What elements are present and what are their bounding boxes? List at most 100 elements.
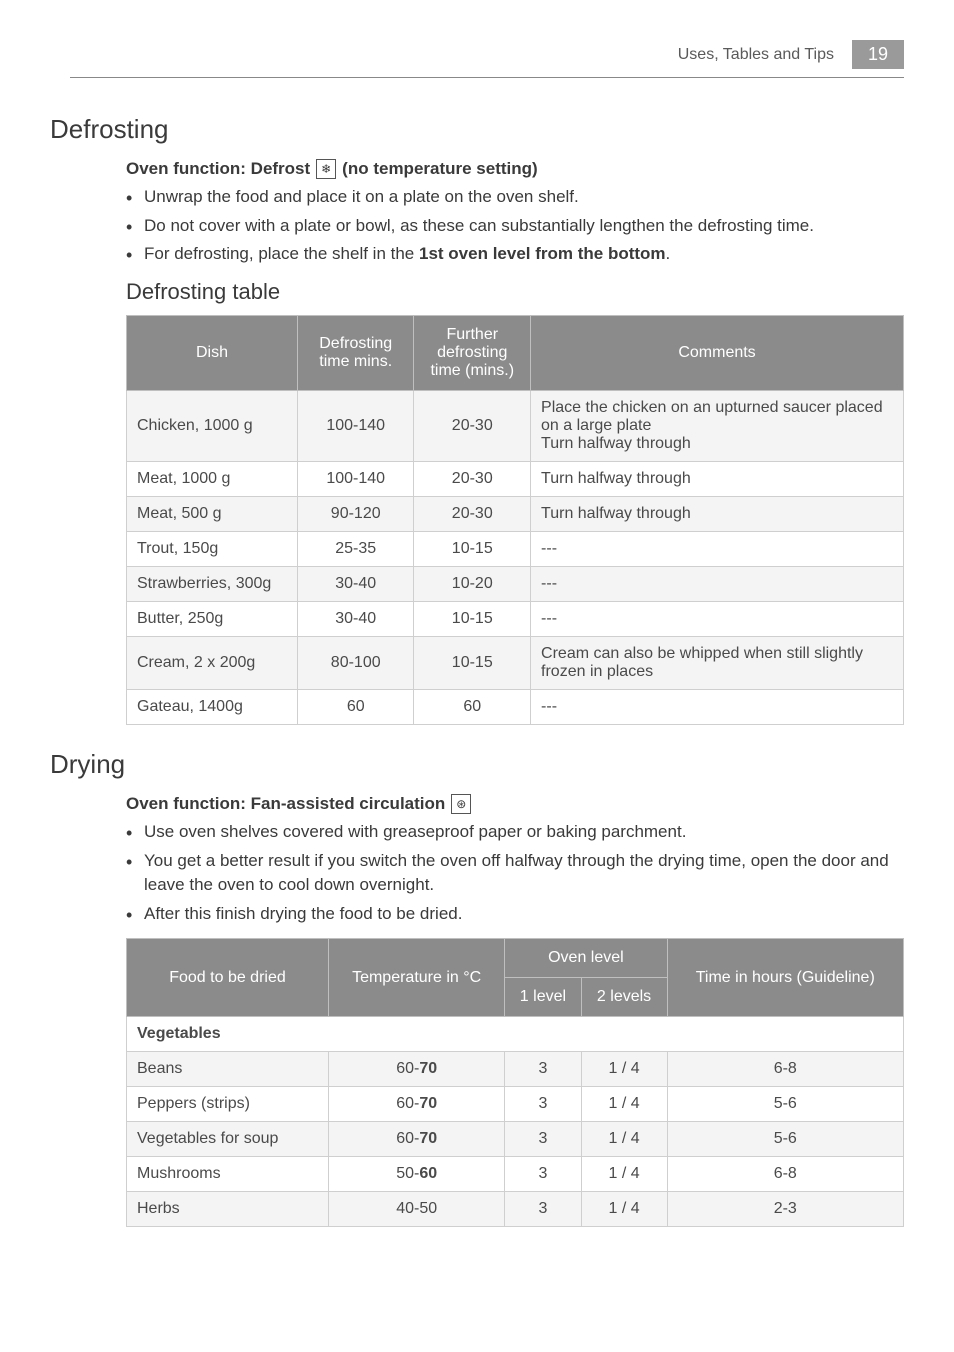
defrost-func-suffix: (no temperature setting) — [342, 159, 538, 179]
defrost-col-dish: Dish — [127, 315, 298, 390]
dry-col-temp: Temperature in °C — [329, 939, 505, 1017]
table-row: Cream, 2 x 200g80-10010-15Cream can also… — [127, 636, 904, 689]
cell-l1: 3 — [505, 1122, 581, 1157]
cell-food: Peppers (strips) — [127, 1087, 329, 1122]
cell-dish: Butter, 250g — [127, 601, 298, 636]
dry-col-2levels: 2 levels — [581, 978, 667, 1017]
defrost-bullet-list: Unwrap the food and place it on a plate … — [126, 185, 904, 267]
cell-temp: 40-50 — [329, 1192, 505, 1227]
defrost-function-line: Oven function: Defrost ❄ (no temperature… — [126, 159, 904, 179]
cell-further: 20-30 — [414, 390, 531, 461]
cell-l1: 3 — [505, 1087, 581, 1122]
cell-time: 100-140 — [297, 461, 414, 496]
cell-temp: 60-70 — [329, 1052, 505, 1087]
table-row: Meat, 1000 g100-14020-30Turn halfway thr… — [127, 461, 904, 496]
drying-function-line: Oven function: Fan-assisted circulation … — [126, 794, 904, 814]
cell-l1: 3 — [505, 1192, 581, 1227]
cell-temp: 50-60 — [329, 1157, 505, 1192]
dry-col-1level: 1 level — [505, 978, 581, 1017]
cell-l1: 3 — [505, 1052, 581, 1087]
dry-col-level: Oven level — [505, 939, 667, 978]
cell-food: Mushrooms — [127, 1157, 329, 1192]
cell-time: 30-40 — [297, 566, 414, 601]
defrost-col-comments: Comments — [531, 315, 904, 390]
defrost-table-title: Defrosting table — [126, 279, 904, 305]
cell-further: 20-30 — [414, 461, 531, 496]
cell-hours: 5-6 — [667, 1122, 903, 1157]
cell-time: 100-140 — [297, 390, 414, 461]
defrost-func-prefix: Oven function: Defrost — [126, 159, 310, 179]
cell-time: 80-100 — [297, 636, 414, 689]
cell-l2: 1 / 4 — [581, 1052, 667, 1087]
cell-l1: 3 — [505, 1157, 581, 1192]
cell-dish: Cream, 2 x 200g — [127, 636, 298, 689]
defrosting-title: Defrosting — [50, 114, 904, 145]
cell-dish: Strawberries, 300g — [127, 566, 298, 601]
cell-dish: Chicken, 1000 g — [127, 390, 298, 461]
cell-hours: 5-6 — [667, 1087, 903, 1122]
cell-time: 25-35 — [297, 531, 414, 566]
cell-l2: 1 / 4 — [581, 1122, 667, 1157]
table-row: Mushrooms50-6031 / 46-8 — [127, 1157, 904, 1192]
bullet-item: Do not cover with a plate or bowl, as th… — [126, 214, 904, 239]
table-row: Gateau, 1400g6060--- — [127, 689, 904, 724]
page-number: 19 — [852, 40, 904, 69]
table-category-row: Vegetables — [127, 1017, 904, 1052]
cell-l2: 1 / 4 — [581, 1157, 667, 1192]
cell-further: 10-15 — [414, 636, 531, 689]
cell-dish: Trout, 150g — [127, 531, 298, 566]
cell-food: Herbs — [127, 1192, 329, 1227]
cell-comment: --- — [531, 689, 904, 724]
cell-time: 60 — [297, 689, 414, 724]
cell-comment: --- — [531, 566, 904, 601]
cell-further: 10-20 — [414, 566, 531, 601]
cell-l2: 1 / 4 — [581, 1192, 667, 1227]
defrost-icon: ❄ — [316, 159, 336, 179]
drying-title: Drying — [50, 749, 904, 780]
cell-temp: 60-70 — [329, 1122, 505, 1157]
dry-col-food: Food to be dried — [127, 939, 329, 1017]
bullet-item: After this finish drying the food to be … — [126, 902, 904, 927]
bullet-item: Unwrap the food and place it on a plate … — [126, 185, 904, 210]
cell-further: 10-15 — [414, 601, 531, 636]
cell-temp: 60-70 — [329, 1087, 505, 1122]
page-header: Uses, Tables and Tips 19 — [70, 40, 904, 78]
table-row: Herbs40-5031 / 42-3 — [127, 1192, 904, 1227]
cell-comment: --- — [531, 531, 904, 566]
drying-bullet-list: Use oven shelves covered with greaseproo… — [126, 820, 904, 927]
defrost-table: Dish Defrosting time mins. Further defro… — [126, 315, 904, 725]
bullet-item: You get a better result if you switch th… — [126, 849, 904, 898]
drying-table: Food to be dried Temperature in °C Oven … — [126, 938, 904, 1227]
bullet-item: For defrosting, place the shelf in the 1… — [126, 242, 904, 267]
cell-comment: Turn halfway through — [531, 496, 904, 531]
cell-comment: Place the chicken on an upturned saucer … — [531, 390, 904, 461]
cell-time: 30-40 — [297, 601, 414, 636]
cell-dish: Gateau, 1400g — [127, 689, 298, 724]
cell-comment: Cream can also be whipped when still sli… — [531, 636, 904, 689]
header-section-label: Uses, Tables and Tips — [678, 46, 834, 64]
cell-food: Beans — [127, 1052, 329, 1087]
table-row: Strawberries, 300g30-4010-20--- — [127, 566, 904, 601]
table-row: Butter, 250g30-4010-15--- — [127, 601, 904, 636]
cell-time: 90-120 — [297, 496, 414, 531]
dry-col-time: Time in hours (Guideline) — [667, 939, 903, 1017]
drying-func-prefix: Oven function: Fan-assisted circulation — [126, 794, 445, 814]
fan-icon: ⊛ — [451, 794, 471, 814]
cell-further: 20-30 — [414, 496, 531, 531]
cell-comment: --- — [531, 601, 904, 636]
cell-hours: 6-8 — [667, 1052, 903, 1087]
table-row: Peppers (strips)60-7031 / 45-6 — [127, 1087, 904, 1122]
cell-food: Vegetables for soup — [127, 1122, 329, 1157]
bullet-item: Use oven shelves covered with greaseproo… — [126, 820, 904, 845]
cell-dish: Meat, 500 g — [127, 496, 298, 531]
table-row: Meat, 500 g90-12020-30Turn halfway throu… — [127, 496, 904, 531]
table-row: Vegetables for soup60-7031 / 45-6 — [127, 1122, 904, 1157]
cell-further: 60 — [414, 689, 531, 724]
cell-further: 10-15 — [414, 531, 531, 566]
cell-l2: 1 / 4 — [581, 1087, 667, 1122]
table-row: Beans60-7031 / 46-8 — [127, 1052, 904, 1087]
defrost-col-further: Further defrosting time (mins.) — [414, 315, 531, 390]
defrost-col-time: Defrosting time mins. — [297, 315, 414, 390]
cell-hours: 2-3 — [667, 1192, 903, 1227]
category-cell: Vegetables — [127, 1017, 904, 1052]
